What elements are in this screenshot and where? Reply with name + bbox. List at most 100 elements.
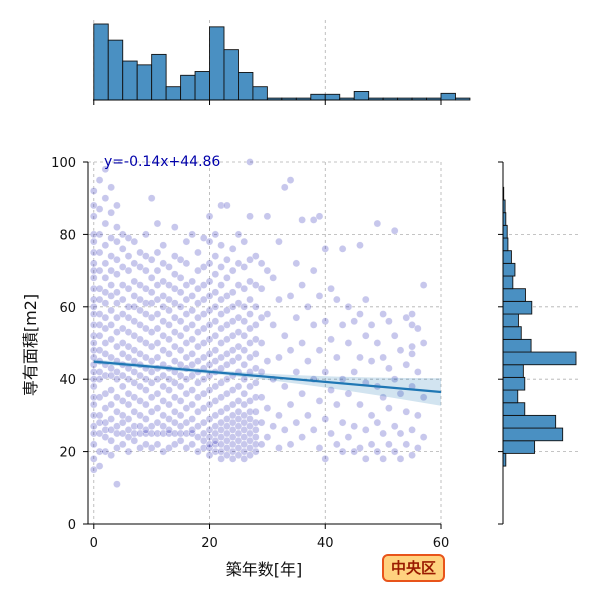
scatter-point [234, 342, 243, 351]
scatter-point [246, 407, 254, 416]
scatter-point [130, 292, 139, 300]
scatter-point [304, 302, 312, 311]
scatter-point [344, 389, 353, 398]
scatter-point [338, 418, 347, 427]
scatter-point [367, 357, 376, 365]
scatter-point [188, 371, 196, 380]
scatter-point [419, 393, 428, 402]
scatter-point [159, 259, 168, 268]
scatter-point [194, 433, 202, 441]
scatter-point [223, 404, 231, 412]
scatter-point [176, 346, 185, 355]
scatter-point [194, 328, 202, 336]
scatter-point [101, 339, 110, 347]
scatter-point [89, 274, 98, 282]
scatter-point [136, 350, 144, 358]
scatter-point [257, 259, 266, 268]
scatter-point [89, 382, 98, 391]
district-badge-box [382, 554, 445, 582]
scatter-point [171, 407, 179, 416]
scatter-point [89, 259, 98, 268]
scatter-point [356, 241, 364, 250]
x-hist-bar [353, 90, 370, 101]
scatter-point [246, 255, 254, 264]
scatter-point [199, 429, 208, 438]
scatter-point [228, 386, 237, 394]
scatter-point [223, 306, 231, 315]
scatter-point [199, 404, 208, 412]
y-hist-bar [502, 313, 519, 328]
scatter-point [89, 339, 98, 347]
scatter-point [240, 263, 249, 271]
scatter-point [408, 451, 416, 460]
scatter-point [361, 331, 370, 340]
scatter-point [89, 455, 98, 463]
scatter-point [113, 313, 121, 322]
scatter-point [171, 418, 179, 427]
scatter-point [165, 400, 173, 409]
scatter-point [199, 310, 208, 318]
scatter-point [269, 274, 277, 282]
scatter-point [147, 407, 156, 416]
scatter-point [367, 411, 376, 420]
scatter-point [286, 346, 295, 355]
scatter-point [205, 335, 214, 344]
scatter-point [89, 230, 98, 239]
scatter-point [89, 284, 98, 293]
scatter-point [101, 194, 110, 202]
scatter-point [124, 284, 133, 293]
scatter-point [147, 393, 156, 402]
scatter-point [165, 350, 173, 358]
scatter-point [217, 393, 225, 402]
scatter-point [107, 400, 115, 409]
scatter-point [101, 274, 110, 282]
scatter-point [194, 393, 202, 402]
scatter-point [182, 418, 191, 427]
y-tick-label: 60 [59, 301, 76, 316]
scatter-point [309, 266, 318, 275]
x-hist-bar [223, 49, 239, 101]
scatter-point [257, 284, 266, 293]
scatter-point [113, 201, 121, 210]
scatter-point [113, 299, 121, 307]
scatter-point [130, 302, 139, 311]
scatter-point [246, 310, 254, 318]
scatter-point [182, 339, 191, 347]
scatter-point [89, 201, 98, 210]
scatter-point [205, 360, 214, 369]
scatter-point [165, 415, 173, 423]
scatter-point [390, 375, 399, 384]
scatter-point [333, 440, 341, 449]
scatter-point [379, 455, 387, 463]
scatter-point [234, 299, 243, 307]
scatter-point [153, 248, 162, 257]
scatter-point [223, 375, 231, 384]
scatter-point [327, 335, 335, 344]
scatter-point [118, 429, 127, 438]
scatter-point [390, 226, 399, 235]
scatter-point [344, 339, 353, 347]
scatter-point [107, 306, 115, 315]
scatter-point [153, 281, 162, 289]
scatter-point [298, 339, 306, 347]
scatter-point [176, 397, 185, 405]
x-hist-bar [93, 23, 109, 101]
scatter-point [194, 313, 202, 322]
scatter-point [223, 350, 231, 358]
scatter-point [246, 212, 254, 221]
scatter-point [107, 451, 115, 460]
scatter-point [153, 429, 162, 438]
scatter-point [118, 397, 127, 405]
scatter-point [107, 436, 115, 445]
scatter-point [182, 310, 191, 318]
scatter-point [142, 230, 150, 239]
scatter-point [408, 426, 416, 434]
scatter-point [217, 407, 225, 416]
scatter-point [246, 382, 254, 391]
scatter-point [234, 397, 243, 405]
scatter-point [217, 281, 225, 289]
y-hist-bar [502, 351, 577, 366]
scatter-point [333, 353, 341, 362]
scatter-point [234, 313, 243, 322]
scatter-point [89, 411, 98, 420]
